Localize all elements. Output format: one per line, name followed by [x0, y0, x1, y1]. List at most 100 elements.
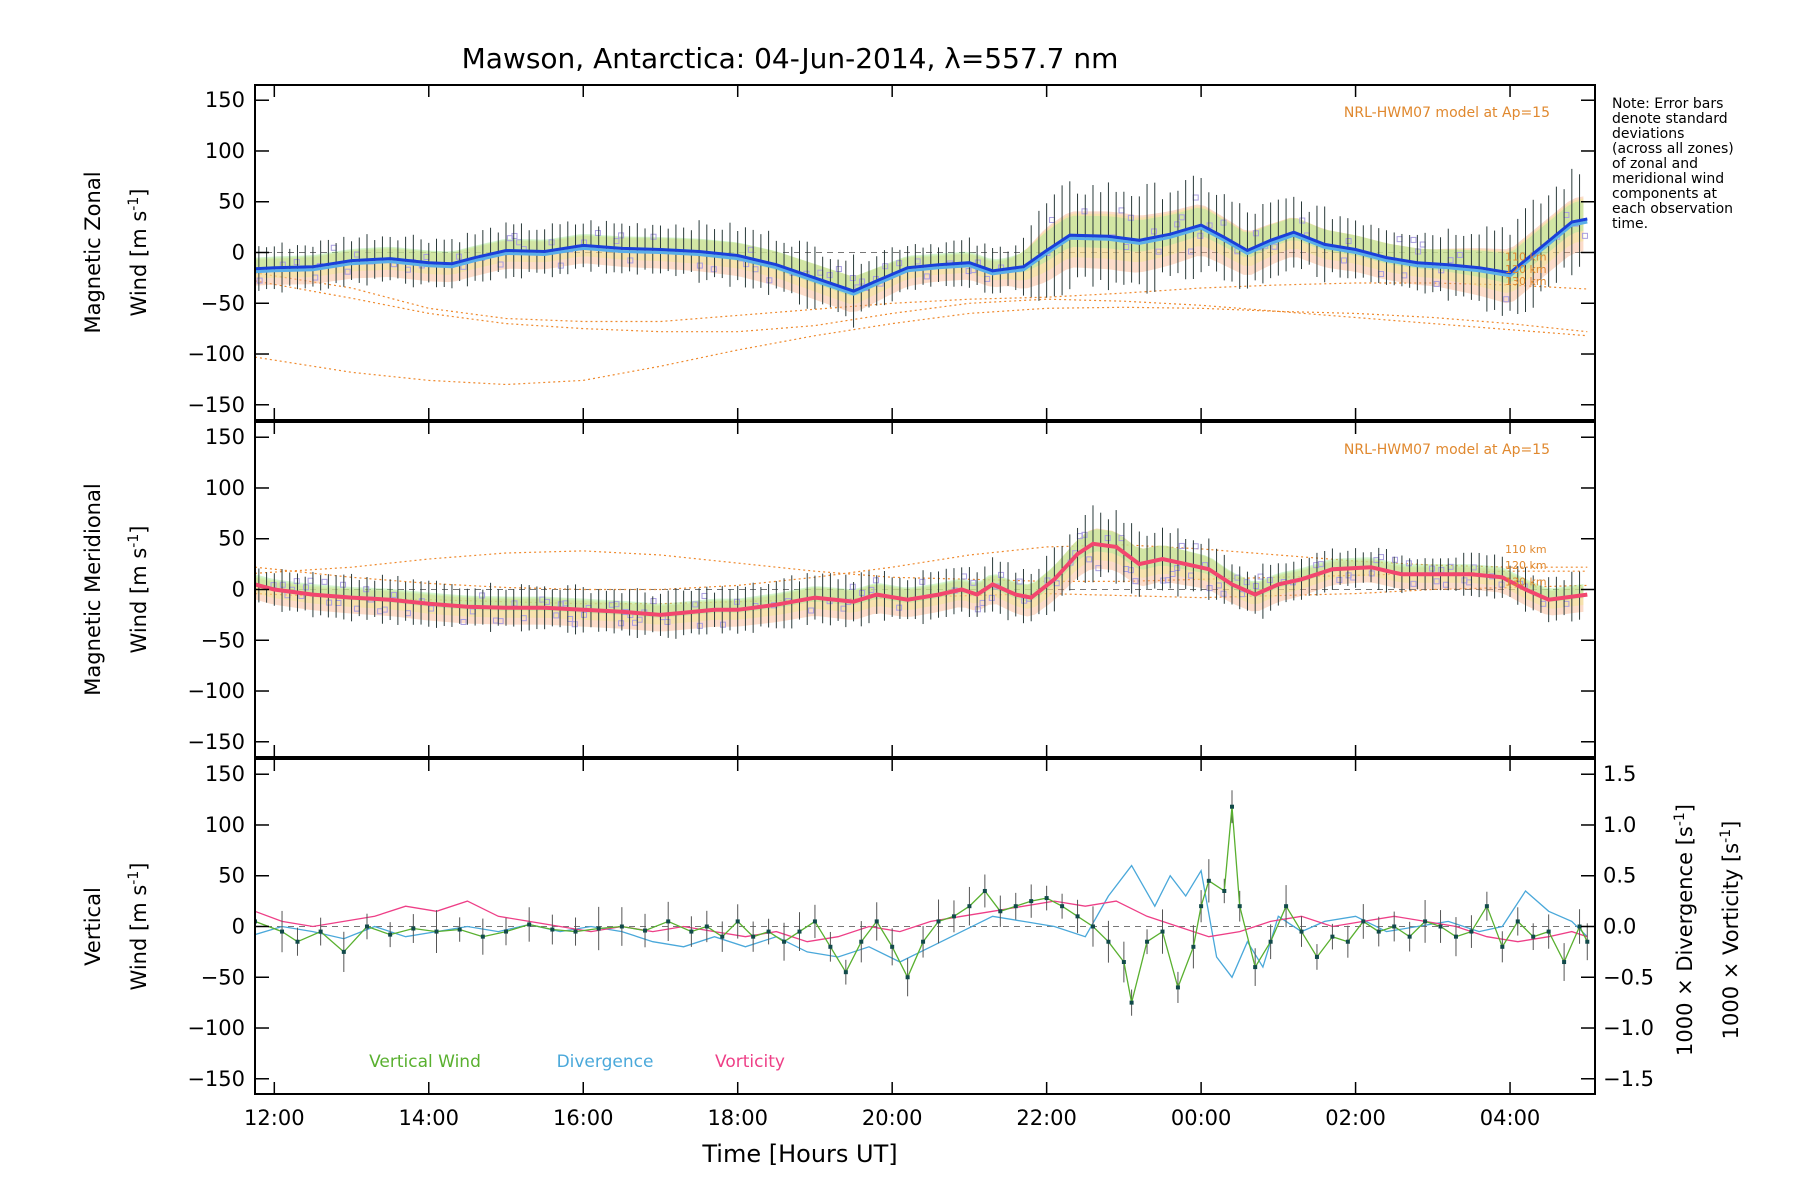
model-curve-2: [255, 550, 1588, 582]
zone-point: [479, 592, 486, 599]
zone-point: [1192, 194, 1199, 201]
vertical-wind-point: [720, 934, 725, 939]
vertical-wind-point: [1253, 965, 1258, 970]
note-line: components at: [1612, 186, 1718, 202]
vertical-error-bars: [255, 790, 1588, 1016]
vertical-wind-point: [1577, 924, 1582, 929]
x-tick-label: 20:00: [862, 1106, 923, 1130]
zone-point: [326, 599, 333, 606]
y-tick-label: 0: [232, 915, 245, 939]
zone-point: [511, 232, 518, 239]
zone-point: [849, 274, 856, 281]
vertical-wind-point: [1013, 904, 1018, 909]
vertical-wind-point: [1484, 904, 1489, 909]
zone-point: [279, 581, 286, 588]
vertical-wind-point: [573, 929, 578, 934]
zone-point: [808, 607, 815, 614]
zone-point: [256, 277, 263, 284]
note-line: deviations: [1612, 126, 1684, 142]
zone-point: [988, 594, 995, 601]
zone-point: [1016, 578, 1023, 585]
vertical-wind-point: [1438, 924, 1443, 929]
y2-tick-label: 0.0: [1603, 915, 1636, 939]
note-line: Note: Error bars: [1612, 96, 1723, 112]
mean-wind-line: [255, 541, 1588, 617]
zone-point: [1456, 251, 1463, 258]
vertical-wind-point: [1469, 929, 1474, 934]
vertical-wind-point: [1145, 939, 1150, 944]
vertical-wind-point: [1531, 934, 1536, 939]
zone-point: [1396, 236, 1403, 243]
zone-point: [1503, 296, 1510, 303]
zone-point: [696, 622, 703, 629]
zone-point: [720, 621, 727, 628]
vertical-wind-point: [1361, 919, 1366, 924]
vertical-wind-panel: Vertical Wind Divergence Vorticity −1.5 −1.0…: [81, 758, 1743, 1130]
zone-point: [1498, 581, 1505, 588]
vertical-wind-point: [666, 919, 671, 924]
divergence-axis-label: 1000 × Divergence [s-1]: [1672, 804, 1697, 1056]
zone-point: [650, 233, 657, 240]
x-tick-label: 12:00: [244, 1106, 305, 1130]
zone-point: [974, 606, 981, 613]
y-tick-label: −50: [201, 628, 245, 652]
vertical-wind-point: [1090, 924, 1095, 929]
zone-point: [650, 598, 657, 605]
zone-point: [1410, 580, 1417, 587]
model-altitude-label: 130 km: [1505, 575, 1547, 588]
vertical-wind-point: [766, 929, 771, 934]
zone-point: [594, 230, 601, 237]
vertical-wind-point: [1299, 929, 1304, 934]
zone-point: [766, 277, 773, 284]
zone-point: [970, 579, 977, 586]
vertical-wind-point: [890, 944, 895, 949]
zone-band: [255, 200, 1584, 296]
y-tick-label: −100: [187, 1016, 245, 1040]
zone-point: [1206, 585, 1213, 592]
y2-tick-label: −1.0: [1603, 1016, 1654, 1040]
zone-point: [1220, 590, 1227, 597]
legend-item: Divergence: [557, 1052, 654, 1072]
model-label: NRL-HWM07 model at Ap=15: [1344, 105, 1550, 121]
vertical-wind-point: [735, 919, 740, 924]
vertical-wind-point: [480, 934, 485, 939]
zone-point: [692, 601, 699, 608]
zone-point: [1174, 221, 1181, 228]
y2-tick-label: 1.0: [1603, 813, 1636, 837]
vertical-wind-point: [1199, 904, 1204, 909]
zone-point: [1178, 214, 1185, 221]
x-tick-label: 18:00: [707, 1106, 768, 1130]
zone-point: [1336, 576, 1343, 583]
vertical-wind-point: [812, 919, 817, 924]
vorticity-axis-label: 1000 × Vorticity [s-1]: [1718, 821, 1743, 1040]
y-axis-label-line2: Wind [m s-1]: [126, 526, 151, 654]
vertical-wind-point: [751, 934, 756, 939]
vertical-wind-point: [596, 926, 601, 931]
y-tick-label: 150: [205, 88, 245, 112]
zone-point: [627, 257, 634, 264]
x-tick-label: 14:00: [399, 1106, 460, 1130]
y-axis-label-line2: Wind [m s-1]: [126, 189, 151, 317]
model-curve-3: [255, 306, 1588, 386]
vertical-wind-point: [1121, 960, 1126, 965]
vertical-wind-point: [843, 970, 848, 975]
y2-tick-label: −1.5: [1603, 1067, 1654, 1091]
vertical-wind-point: [434, 929, 439, 934]
divergence-line: [255, 864, 1588, 979]
zone-point: [1581, 232, 1588, 239]
zone-point: [1155, 248, 1162, 255]
zone-point: [872, 577, 879, 584]
vertical-wind-point: [921, 939, 926, 944]
zone-point: [1368, 570, 1375, 577]
x-tick-label: 02:00: [1325, 1106, 1386, 1130]
zone-point: [1127, 567, 1134, 574]
y-tick-label: 100: [205, 476, 245, 500]
vertical-wind-point: [797, 929, 802, 934]
zone-point: [859, 278, 866, 285]
zone-point: [548, 239, 555, 246]
zone-point: [1252, 582, 1259, 589]
vertical-wind-point: [1230, 804, 1235, 809]
vertical-wind-point: [1060, 904, 1065, 909]
zone-point: [455, 253, 462, 260]
vertical-wind-point: [828, 944, 833, 949]
